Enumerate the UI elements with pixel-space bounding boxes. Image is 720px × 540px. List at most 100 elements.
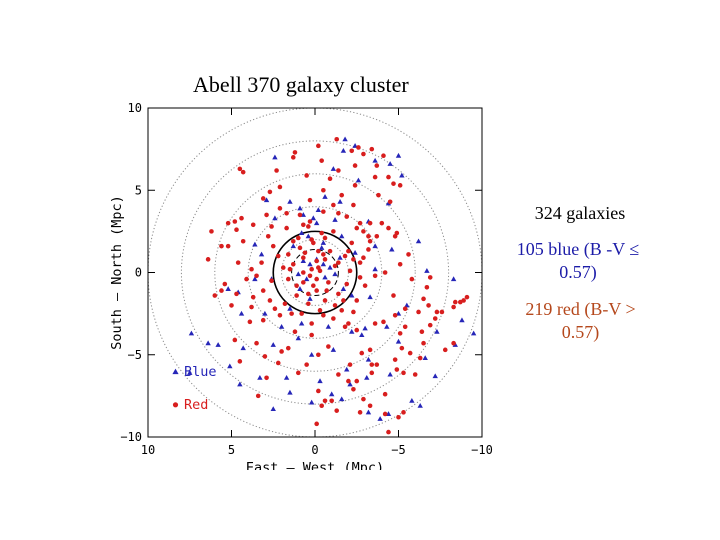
red-galaxy-point — [397, 331, 403, 336]
red-galaxy-point — [289, 311, 294, 316]
red-galaxy-point — [314, 288, 319, 293]
red-galaxy-point — [321, 209, 326, 214]
red-galaxy-point — [287, 266, 293, 272]
blue-galaxy-point — [409, 398, 415, 403]
red-galaxy-point — [451, 304, 456, 310]
red-galaxy-point — [329, 398, 334, 404]
red-galaxy-point — [309, 321, 314, 326]
red-galaxy-point — [284, 210, 289, 216]
red-galaxy-point — [205, 257, 211, 262]
red-galaxy-point — [374, 234, 380, 239]
red-galaxy-point — [264, 212, 269, 218]
red-galaxy-point — [275, 360, 281, 366]
blue-galaxy-point — [327, 264, 333, 270]
blue-galaxy-point — [258, 251, 265, 257]
red-galaxy-point — [427, 275, 433, 280]
x-tick-label: 5 — [228, 443, 235, 457]
blue-galaxy-point — [389, 246, 395, 252]
red-galaxy-point — [357, 220, 363, 226]
blue-galaxy-point — [340, 286, 347, 291]
blue-galaxy-point — [364, 374, 370, 380]
red-galaxy-point — [254, 273, 259, 279]
red-galaxy-point — [267, 298, 273, 303]
red-galaxy-point — [381, 319, 386, 325]
red-galaxy-point — [386, 225, 391, 231]
red-galaxy-point — [232, 219, 238, 224]
red-galaxy-point — [297, 212, 303, 218]
red-galaxy-point — [306, 291, 311, 297]
solid-ring — [291, 248, 339, 297]
red-galaxy-point — [301, 270, 306, 275]
red-galaxy-point — [336, 291, 341, 297]
red-galaxy-point — [356, 145, 361, 150]
red-galaxy-point — [274, 168, 279, 173]
blue-galaxy-point — [225, 286, 231, 291]
red-galaxy-point — [324, 288, 329, 293]
red-galaxy-point — [351, 309, 356, 315]
red-galaxy-point — [412, 372, 418, 377]
red-galaxy-point — [342, 324, 348, 330]
red-galaxy-point — [307, 197, 313, 203]
red-galaxy-point — [336, 168, 341, 173]
red-galaxy-point — [270, 243, 276, 249]
red-galaxy-point — [351, 386, 356, 392]
red-galaxy-point — [366, 247, 371, 252]
blue-galaxy-point — [450, 276, 457, 282]
red-galaxy-point — [359, 350, 365, 356]
red-galaxy-point — [367, 347, 373, 353]
blue-galaxy-point — [365, 356, 372, 362]
blue-galaxy-point — [459, 317, 465, 323]
red-galaxy-point — [296, 370, 301, 376]
red-galaxy-point — [290, 238, 296, 244]
red-galaxy-point — [396, 414, 401, 420]
red-galaxy-point — [357, 260, 363, 265]
blue-galaxy-point — [395, 338, 402, 344]
blue-galaxy-point — [303, 276, 310, 282]
blue-galaxy-point — [320, 240, 327, 245]
red-galaxy-point — [260, 288, 266, 293]
red-galaxy-point — [267, 189, 273, 195]
blue-galaxy-point — [272, 215, 278, 221]
blue-galaxy-point — [298, 230, 305, 236]
red-galaxy-point — [336, 210, 341, 216]
red-galaxy-point — [372, 321, 378, 326]
red-galaxy-point — [225, 220, 231, 226]
red-galaxy-point — [361, 255, 366, 260]
red-galaxy-point — [294, 293, 299, 298]
red-galaxy-point — [346, 378, 351, 384]
red-galaxy-point — [309, 332, 314, 338]
red-galaxy-point — [372, 273, 378, 279]
blue-galaxy-point — [297, 286, 303, 291]
red-galaxy-point — [306, 224, 311, 229]
red-galaxies-text: 219 red (B-V > 0.57) — [525, 299, 636, 342]
blue-galaxy-point — [415, 238, 422, 244]
red-galaxy-point — [341, 298, 346, 303]
blue-galaxy-point — [298, 320, 305, 326]
red-galaxy-point — [234, 227, 239, 233]
blue-galaxy-point — [320, 261, 327, 267]
red-galaxy-point — [397, 183, 403, 188]
red-galaxy-point — [451, 340, 456, 346]
y-tick-label: −10 — [120, 430, 142, 444]
red-galaxy-point — [285, 345, 291, 351]
red-galaxy-point — [349, 148, 355, 154]
red-galaxy-point — [426, 303, 431, 308]
legend-blue-label: Blue — [184, 364, 217, 380]
red-galaxy-point — [322, 398, 328, 404]
red-galaxy-point — [285, 276, 291, 282]
red-galaxy-point — [316, 143, 321, 149]
red-galaxy-point — [302, 250, 308, 256]
red-galaxy-point — [279, 349, 284, 354]
red-galaxy-point — [237, 359, 243, 364]
red-galaxy-point — [219, 288, 224, 293]
blue-galaxy-point — [317, 378, 323, 384]
red-galaxy-point — [301, 222, 306, 228]
y-tick-label: 0 — [135, 266, 142, 280]
red-galaxy-point — [301, 255, 306, 260]
red-galaxy-point — [351, 257, 356, 262]
blue-galaxy-point — [188, 330, 195, 336]
red-galaxy-point — [311, 283, 316, 288]
red-galaxy-point — [307, 273, 313, 279]
rings — [148, 108, 482, 437]
